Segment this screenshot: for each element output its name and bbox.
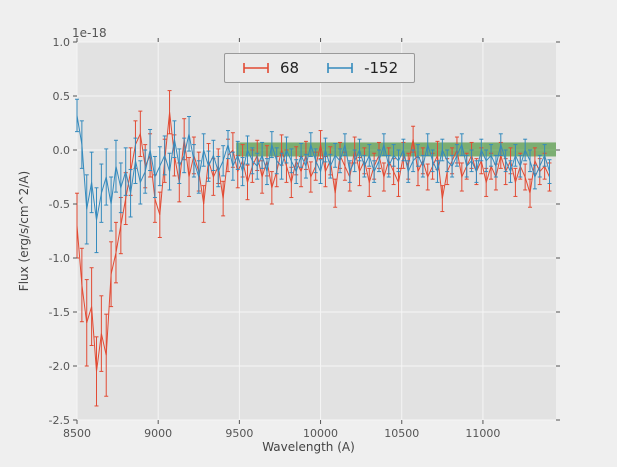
y-tick-label: -0.5 <box>49 198 70 211</box>
series--152 <box>75 98 552 254</box>
y-axis-offset-label: 1e-18 <box>72 26 107 40</box>
x-tick-label: 9500 <box>225 427 253 440</box>
series-line--152 <box>76 115 550 221</box>
x-tick-label: 11000 <box>465 427 500 440</box>
x-tick-label: 8500 <box>63 427 91 440</box>
legend-label-68: 68 <box>280 59 300 77</box>
y-tick-label: -2.0 <box>49 360 70 373</box>
legend-label--152: -152 <box>364 59 399 77</box>
errorbar-glyph-blue-icon <box>327 63 353 73</box>
y-tick-label: 0.0 <box>53 144 71 157</box>
y-tick-label: -1.0 <box>49 252 70 265</box>
errorbar-glyph-red-icon <box>243 63 269 73</box>
y-axis-label: Flux (erg/s/cm^2/A) <box>17 170 31 292</box>
legend-item--152: -152 <box>325 59 398 77</box>
plot-area <box>77 42 556 420</box>
zero-flux-band <box>236 142 556 157</box>
y-tick-label: -1.5 <box>49 306 70 319</box>
legend-item-68: 68 <box>241 59 299 77</box>
x-tick-label: 10500 <box>384 427 419 440</box>
x-axis-label: Wavelength (A) <box>262 440 355 454</box>
series-line-68 <box>76 112 550 372</box>
y-tick-label: 1.0 <box>53 36 71 49</box>
x-tick-label: 10000 <box>303 427 338 440</box>
y-tick-label: -2.5 <box>49 414 70 427</box>
x-tick-label: 9000 <box>144 427 172 440</box>
y-tick-label: 0.5 <box>53 90 71 103</box>
legend: 68 -152 <box>224 53 416 83</box>
